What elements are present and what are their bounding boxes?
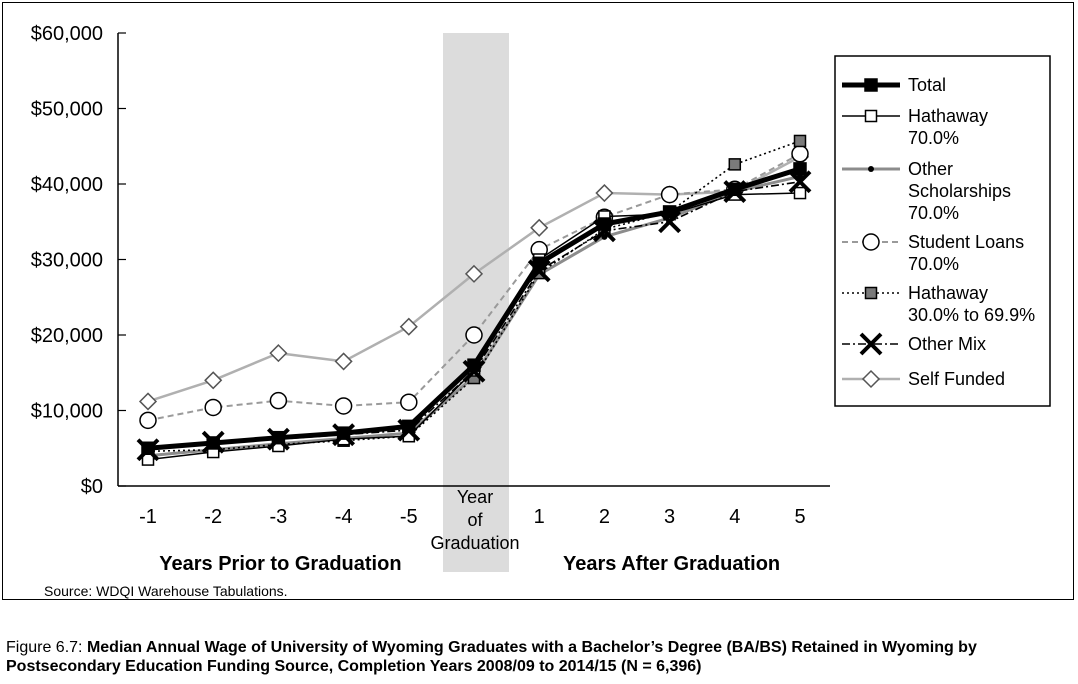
x-tick-label: -1 [139, 506, 157, 528]
legend-item: Self Funded [842, 369, 1005, 389]
figure-frame [2, 2, 1074, 600]
series-hathaway-30-0-to-69-9-point [793, 134, 807, 148]
y-tick-label: $0 [81, 476, 103, 498]
x-tick-label: 3 [664, 506, 675, 528]
x-tick-label: 5 [794, 506, 805, 528]
x-tick-label: 1 [534, 506, 545, 528]
figure-caption: Figure 6.7: Median Annual Wage of Univer… [6, 638, 1072, 676]
series-total-point [206, 436, 220, 450]
series-total-point [597, 217, 612, 231]
graduation-year-band [443, 33, 509, 572]
series-student-loans-70-0-point [791, 145, 809, 163]
legend-swatch-marker [864, 78, 878, 92]
series-self-funded-point [464, 264, 484, 283]
y-tick-label: $30,000 [31, 250, 103, 272]
legend-swatch-marker [859, 332, 883, 356]
x-tick-label: Year [457, 487, 493, 507]
series-total-point [793, 162, 807, 176]
y-tick-label: $60,000 [31, 23, 103, 45]
y-tick-label: $40,000 [31, 174, 103, 196]
series-student-loans-70-0-line [147, 152, 801, 422]
legend-label: 30.0% to 69.9% [908, 305, 1035, 325]
legend-label: Scholarships [908, 181, 1011, 201]
series-hathaway-30-0-to-69-9-line [147, 140, 801, 453]
series-self-funded-point [399, 317, 418, 336]
legend-swatch-marker [862, 233, 880, 251]
x-group-label: Years Prior to Graduation [159, 553, 401, 575]
legend-label: Student Loans [908, 232, 1024, 252]
series-student-loans-70-0-point [400, 393, 418, 411]
legend-swatch-marker [861, 369, 881, 389]
series-self-funded-point [530, 218, 549, 237]
series-student-loans-70-0-point [269, 391, 288, 410]
series-total-point [532, 256, 546, 271]
series-other-mix-line [147, 180, 801, 451]
x-tick-label: -5 [400, 506, 418, 528]
x-tick-label: 2 [599, 506, 610, 528]
x-tick-label: of [467, 510, 483, 530]
series-student-loans-70-0-point [465, 326, 483, 344]
series-student-loans-70-0-point [139, 411, 157, 430]
series-hathaway-30-0-to-69-9-point [728, 158, 742, 171]
series-total-point [402, 419, 416, 434]
source-note: Source: WDQI Warehouse Tabulations. [44, 583, 288, 599]
line-chart: $0 $10,000 $20,000 $30,000 $40,000 $50,000 $60… [31, 23, 1051, 575]
series-student-loans-70-0-point [660, 185, 679, 204]
legend-swatch-marker [864, 109, 878, 123]
series-total-point [336, 426, 351, 440]
series-student-loans-70-0-point [204, 398, 222, 417]
y-tick-label: $20,000 [31, 325, 103, 347]
series-self-funded-point [138, 392, 158, 411]
legend-swatch-marker [868, 166, 874, 172]
legend-label: Total [908, 75, 946, 95]
x-tick-label: -3 [270, 506, 288, 528]
y-tick-label: $10,000 [31, 401, 103, 423]
series-self-funded-point [334, 352, 353, 371]
legend-item: Other Mix [842, 332, 986, 356]
x-group-label: Years After Graduation [563, 553, 780, 575]
x-tick-label: 4 [729, 506, 740, 528]
series-student-loans-70-0-point [334, 397, 353, 415]
legend-label: 70.0% [908, 254, 959, 274]
series-self-funded-point [269, 344, 288, 363]
legend-label: 70.0% [908, 203, 959, 223]
legend-label: Other [908, 159, 953, 179]
caption-label: Figure 6.7: [6, 639, 83, 656]
series-hathaway-70-0-point [793, 186, 807, 200]
x-tick-label: -2 [204, 506, 222, 528]
series-total-point [728, 182, 742, 197]
legend-label: Other Mix [908, 334, 986, 354]
legend-item: Total [842, 75, 946, 95]
x-tick-label: -4 [335, 506, 353, 528]
y-tick-label: $50,000 [31, 99, 103, 121]
series-self-funded-point [204, 371, 223, 390]
x-tick-label: Graduation [430, 533, 519, 553]
legend-label: Hathaway [908, 283, 988, 303]
series-self-funded-point [595, 183, 614, 203]
legend-label: Self Funded [908, 369, 1005, 389]
legend-label: 70.0% [908, 128, 959, 148]
series-total-point [141, 441, 155, 455]
legend-swatch-marker [864, 286, 878, 300]
series-total-point [467, 358, 481, 372]
series-total-point [662, 205, 677, 219]
caption-text: Median Annual Wage of University of Wyom… [6, 639, 977, 675]
series-total-point [271, 430, 286, 445]
legend-label: Hathaway [908, 106, 988, 126]
